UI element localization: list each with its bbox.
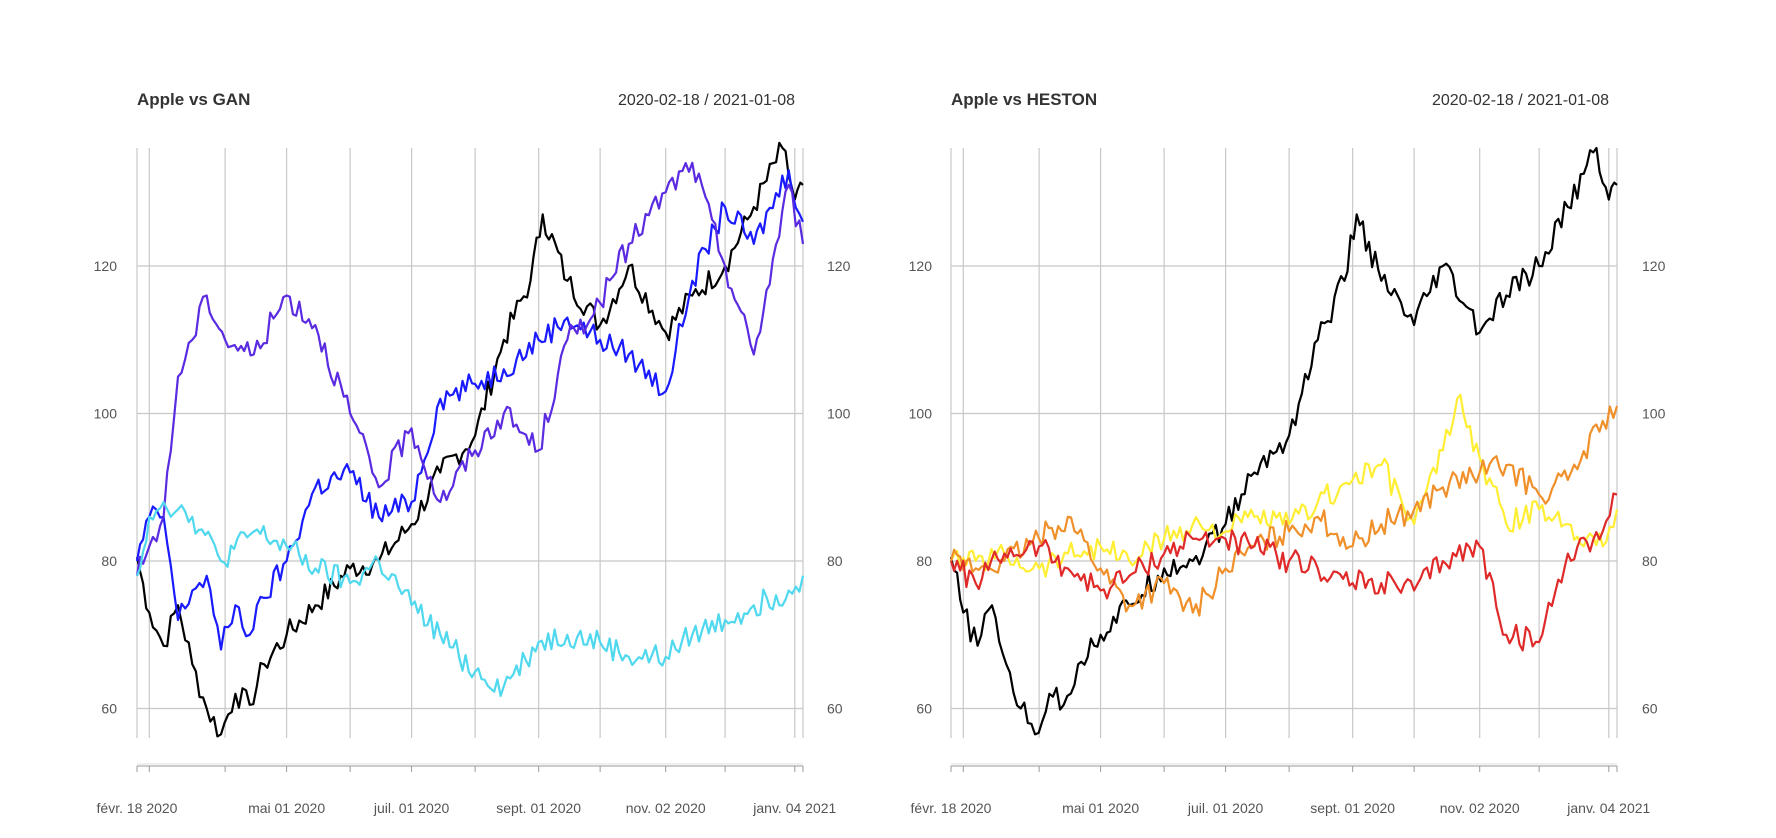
y-tick-label-left: 120: [94, 258, 118, 274]
x-tick-label: sept. 01 2020: [1310, 800, 1395, 816]
y-tick-label-left: 120: [909, 258, 933, 274]
x-tick-label: nov. 02 2020: [626, 800, 706, 816]
chart-date-range: 2020-02-18 / 2021-01-08: [1432, 92, 1609, 109]
y-tick-label-left: 60: [101, 701, 117, 717]
series-line-3: [135, 161, 805, 576]
series-line-2: [135, 169, 805, 651]
chart-title: Apple vs HESTON: [951, 90, 1097, 109]
y-tick-label-left: 100: [94, 406, 118, 422]
x-tick-label: févr. 18 2020: [97, 800, 178, 816]
x-tick-label: juil. 01 2020: [1187, 800, 1264, 816]
chart-panel-2: 60 60 80 80 100 100 120 120 févr. 18 2020 mai 01 …: [909, 90, 1666, 816]
y-tick-label-right: 60: [827, 701, 843, 717]
x-tick-label: juil. 01 2020: [373, 800, 450, 816]
series-line-3: [949, 405, 1619, 617]
y-tick-label-right: 100: [827, 406, 851, 422]
y-tick-label-right: 80: [1642, 553, 1658, 569]
y-tick-label-right: 120: [1642, 258, 1666, 274]
series-line-1: [135, 141, 804, 738]
x-tick-label: nov. 02 2020: [1440, 800, 1520, 816]
chart-panel-1: 60 60 80 80 100 100 120 120 févr. 18 2020 mai 01 …: [94, 90, 851, 816]
y-tick-label-right: 80: [827, 553, 843, 569]
x-tick-label: janv. 04 2021: [752, 800, 836, 816]
y-tick-label-right: 60: [1642, 701, 1658, 717]
series-line-1: [949, 146, 1618, 736]
y-tick-label-left: 80: [101, 553, 117, 569]
chart-title: Apple vs GAN: [137, 90, 250, 109]
y-tick-label-right: 100: [1642, 406, 1666, 422]
y-tick-label-left: 100: [909, 406, 933, 422]
x-tick-label: janv. 04 2021: [1566, 800, 1650, 816]
series-line-4: [949, 492, 1618, 652]
y-tick-label-left: 60: [916, 701, 932, 717]
y-tick-label-right: 120: [827, 258, 851, 274]
x-tick-label: févr. 18 2020: [911, 800, 992, 816]
x-tick-label: mai 01 2020: [1062, 800, 1139, 816]
y-tick-label-left: 80: [916, 553, 932, 569]
x-tick-label: mai 01 2020: [248, 800, 325, 816]
chart-date-range: 2020-02-18 / 2021-01-08: [618, 92, 795, 109]
series-line-4: [135, 500, 805, 697]
x-tick-label: sept. 01 2020: [496, 800, 581, 816]
